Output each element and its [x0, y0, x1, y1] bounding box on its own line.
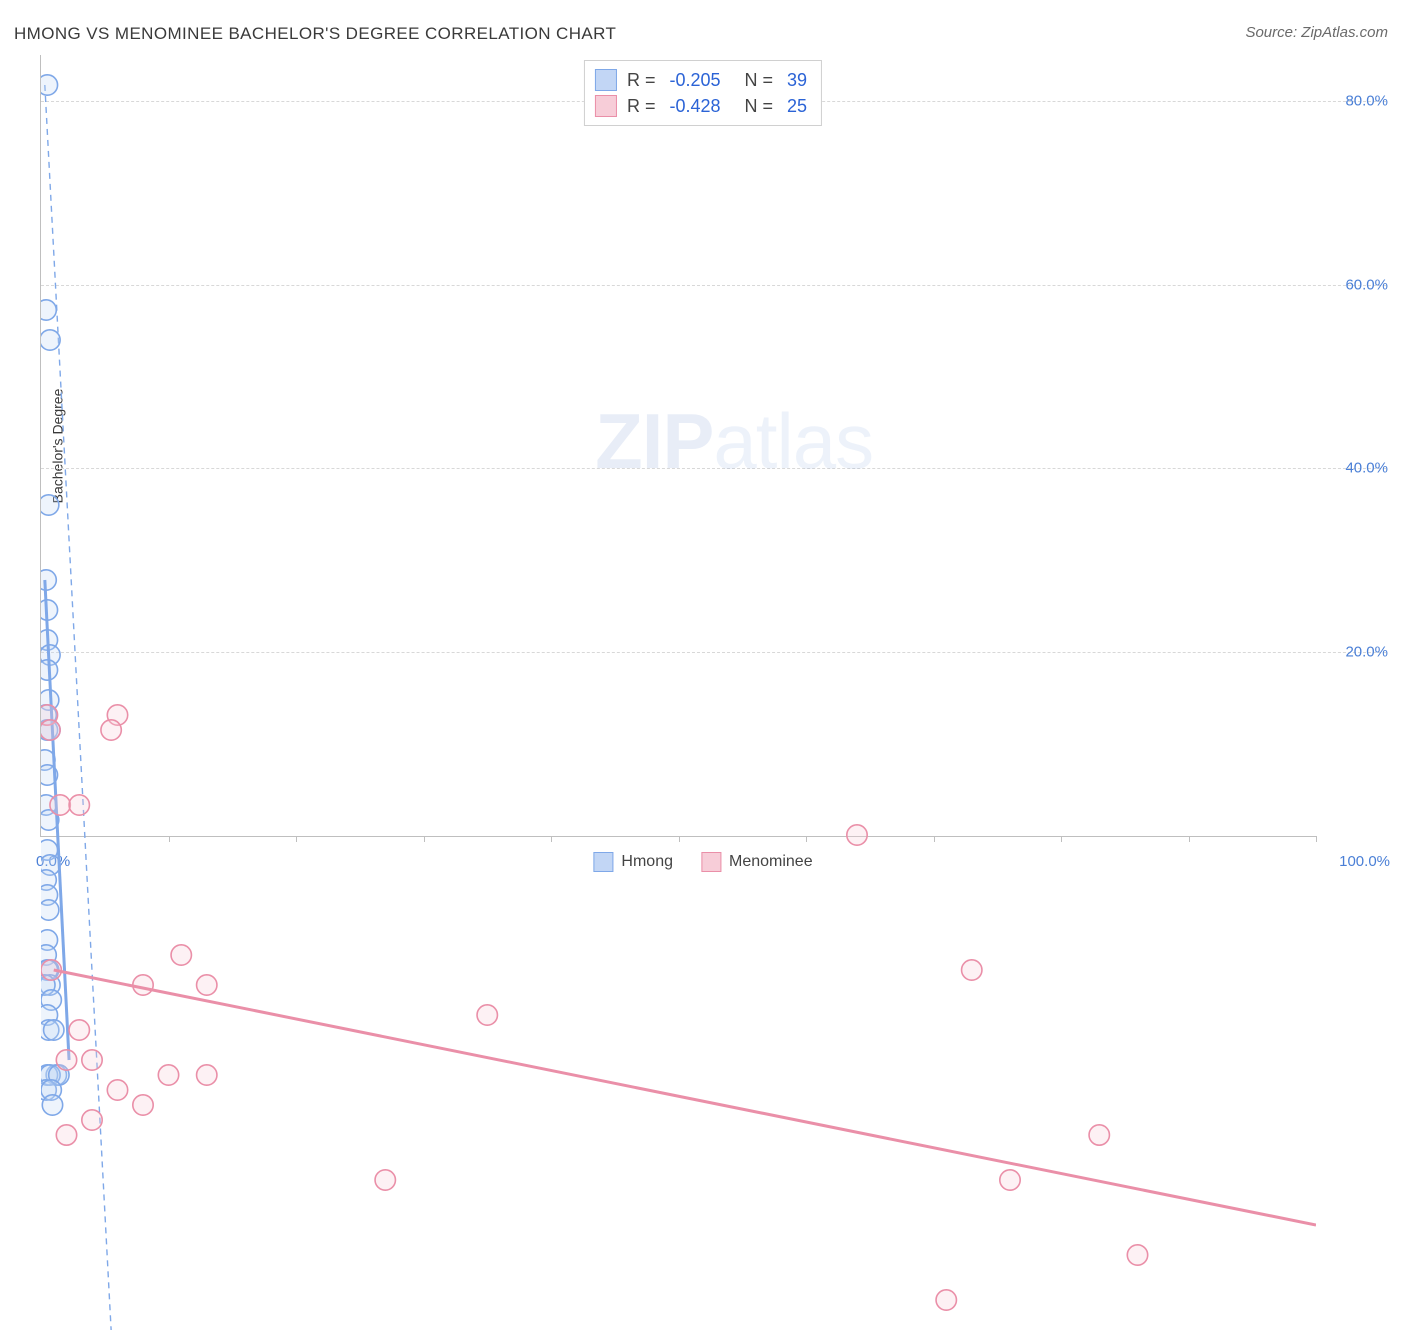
- legend-top-row: R = -0.205 N = 39: [595, 67, 807, 93]
- point-menominee: [1089, 1125, 1109, 1145]
- point-menominee: [158, 1065, 178, 1085]
- plot-area: ZIPatlas 20.0%40.0%60.0%80.0%: [40, 55, 1316, 837]
- chart-title: HMONG VS MENOMINEE BACHELOR'S DEGREE COR…: [14, 24, 616, 44]
- point-menominee: [50, 795, 70, 815]
- point-menominee: [82, 1050, 102, 1070]
- legend-swatch: [595, 69, 617, 91]
- legend-r-label: R =: [627, 96, 656, 117]
- scatter-svg: [41, 55, 1316, 1330]
- legend-swatch: [595, 95, 617, 117]
- point-hmong: [41, 495, 59, 515]
- legend-n-label: N =: [731, 70, 774, 91]
- point-hmong: [41, 75, 58, 95]
- point-menominee: [82, 1110, 102, 1130]
- point-menominee: [375, 1170, 395, 1190]
- point-menominee: [197, 975, 217, 995]
- x-axis-max: 100.0%: [1339, 853, 1390, 870]
- point-hmong: [41, 300, 56, 320]
- source-attribution: Source: ZipAtlas.com: [1245, 24, 1388, 41]
- point-menominee: [56, 1050, 76, 1070]
- y-tick-label: 20.0%: [1345, 644, 1388, 661]
- point-menominee: [1127, 1245, 1147, 1265]
- legend-r-label: R =: [627, 70, 656, 91]
- y-tick-label: 60.0%: [1345, 276, 1388, 293]
- point-hmong: [42, 1095, 62, 1115]
- point-hmong: [44, 1020, 64, 1040]
- point-menominee: [133, 975, 153, 995]
- point-menominee: [41, 720, 60, 740]
- legend-r-value: -0.428: [665, 96, 720, 117]
- point-menominee: [69, 1020, 89, 1040]
- point-menominee: [477, 1005, 497, 1025]
- legend-n-value: 39: [783, 70, 807, 91]
- y-tick-label: 80.0%: [1345, 92, 1388, 109]
- point-hmong: [41, 570, 56, 590]
- legend-r-value: -0.205: [665, 70, 720, 91]
- legend-correlation: R = -0.205 N = 39 R = -0.428 N = 25: [584, 60, 822, 126]
- chart-container: HMONG VS MENOMINEE BACHELOR'S DEGREE COR…: [0, 0, 1406, 892]
- legend-top-row: R = -0.428 N = 25: [595, 93, 807, 119]
- y-tick-label: 40.0%: [1345, 460, 1388, 477]
- point-menominee: [69, 795, 89, 815]
- point-menominee: [101, 720, 121, 740]
- point-menominee: [962, 960, 982, 980]
- point-hmong: [41, 330, 60, 350]
- legend-n-label: N =: [731, 96, 774, 117]
- point-menominee: [1000, 1170, 1020, 1190]
- point-menominee: [107, 1080, 127, 1100]
- point-menominee: [197, 1065, 217, 1085]
- point-menominee: [936, 1290, 956, 1310]
- point-menominee: [133, 1095, 153, 1115]
- point-hmong: [41, 900, 59, 920]
- x-tick: [1316, 836, 1317, 842]
- point-menominee: [171, 945, 191, 965]
- point-menominee: [56, 1125, 76, 1145]
- point-menominee: [847, 825, 867, 845]
- legend-n-value: 25: [783, 96, 807, 117]
- point-hmong: [41, 600, 58, 620]
- trend-solid-menominee: [54, 970, 1316, 1225]
